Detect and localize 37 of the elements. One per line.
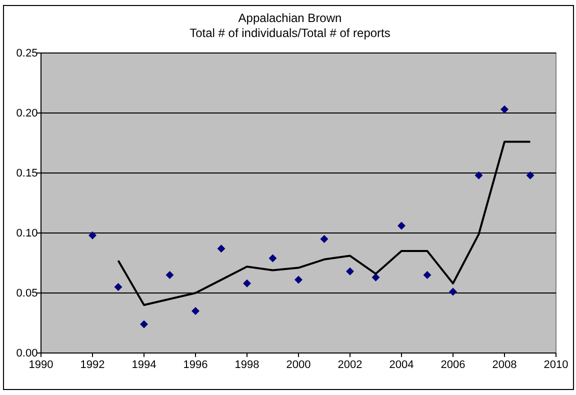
point xyxy=(114,283,122,291)
x-tick-label: 2000 xyxy=(286,358,311,371)
point xyxy=(500,105,508,114)
point xyxy=(243,279,251,288)
point xyxy=(474,171,483,180)
point xyxy=(398,222,406,230)
point xyxy=(320,235,328,243)
point xyxy=(140,320,148,328)
chart-subtitle: Total # of individuals/Total # of reports xyxy=(190,26,390,40)
y-tick-label: 0.10 xyxy=(16,228,38,240)
y-tick-label: 0.15 xyxy=(16,168,38,180)
point xyxy=(268,254,277,262)
x-tick-label: 2004 xyxy=(389,358,414,371)
point xyxy=(217,244,226,253)
point xyxy=(423,271,432,279)
y-tick-label: 0.20 xyxy=(16,108,38,120)
point xyxy=(526,171,534,180)
x-tick-label: 2006 xyxy=(440,358,466,371)
y-tick-label: 0.25 xyxy=(16,48,38,60)
x-tick-label: 1996 xyxy=(183,358,208,371)
point xyxy=(88,231,96,240)
chart-title: Appalachian Brown xyxy=(238,11,342,25)
x-tick-label: 1992 xyxy=(80,358,105,371)
x-tick-label: 1998 xyxy=(234,358,260,371)
y-tick-label: 0.05 xyxy=(16,288,38,300)
point xyxy=(166,271,174,279)
x-tick-label: 2008 xyxy=(492,358,517,371)
x-tick-label: 2002 xyxy=(338,358,362,371)
y-tick-label: 0.00 xyxy=(16,348,38,360)
point xyxy=(294,276,302,284)
point xyxy=(192,307,200,315)
x-tick-label: 1990 xyxy=(28,358,54,371)
point xyxy=(346,267,354,276)
point xyxy=(372,273,380,282)
x-tick-label: 2010 xyxy=(544,358,568,371)
point xyxy=(449,288,457,296)
x-tick-label: 1994 xyxy=(132,358,156,371)
